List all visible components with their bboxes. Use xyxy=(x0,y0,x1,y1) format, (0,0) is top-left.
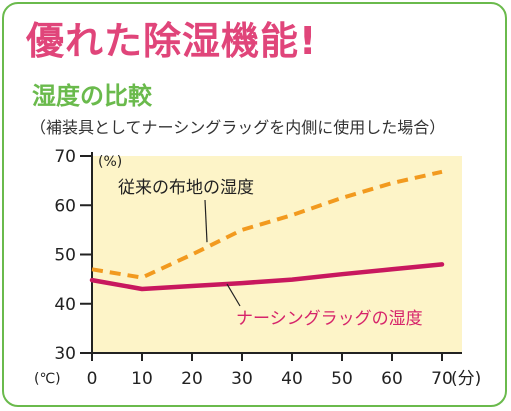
x-tick-label: 70 xyxy=(431,369,453,389)
y-tick-label: 60 xyxy=(54,196,76,216)
series-line-conventional xyxy=(91,169,443,280)
x-tick-label: 10 xyxy=(131,369,153,389)
y-tick-label: 70 xyxy=(54,147,76,167)
y-tick-label: 50 xyxy=(54,246,76,266)
x-tick-label: 20 xyxy=(181,369,203,389)
x-unit-label-left: (℃) xyxy=(34,371,61,387)
x-tick-label: 50 xyxy=(331,369,353,389)
x-tick-label: 30 xyxy=(231,369,253,389)
x-tick-label: 40 xyxy=(281,369,303,389)
x-unit-label-right: (分) xyxy=(451,369,481,389)
series-callout-leader xyxy=(226,283,241,307)
series-label-conventional: 従来の布地の湿度 xyxy=(118,178,254,198)
headline: 優れた除湿機能! xyxy=(26,19,318,63)
x-tick-label: 60 xyxy=(381,369,403,389)
plot-background xyxy=(92,156,462,353)
section-title: 湿度の比較 xyxy=(32,82,152,110)
y-tick-label: 40 xyxy=(54,295,76,315)
series-label-nursing-rug: ナーシングラッグの湿度 xyxy=(236,309,423,329)
y-unit-label: (%) xyxy=(98,154,122,170)
series-line-nursing-rug xyxy=(89,262,445,292)
x-tick-label: 0 xyxy=(87,369,98,389)
y-tick-label: 30 xyxy=(54,344,76,364)
chart-subtitle: （補装具としてナーシングラッグを内側に使用した場合） xyxy=(30,118,446,137)
series-callout-leader xyxy=(204,199,208,243)
